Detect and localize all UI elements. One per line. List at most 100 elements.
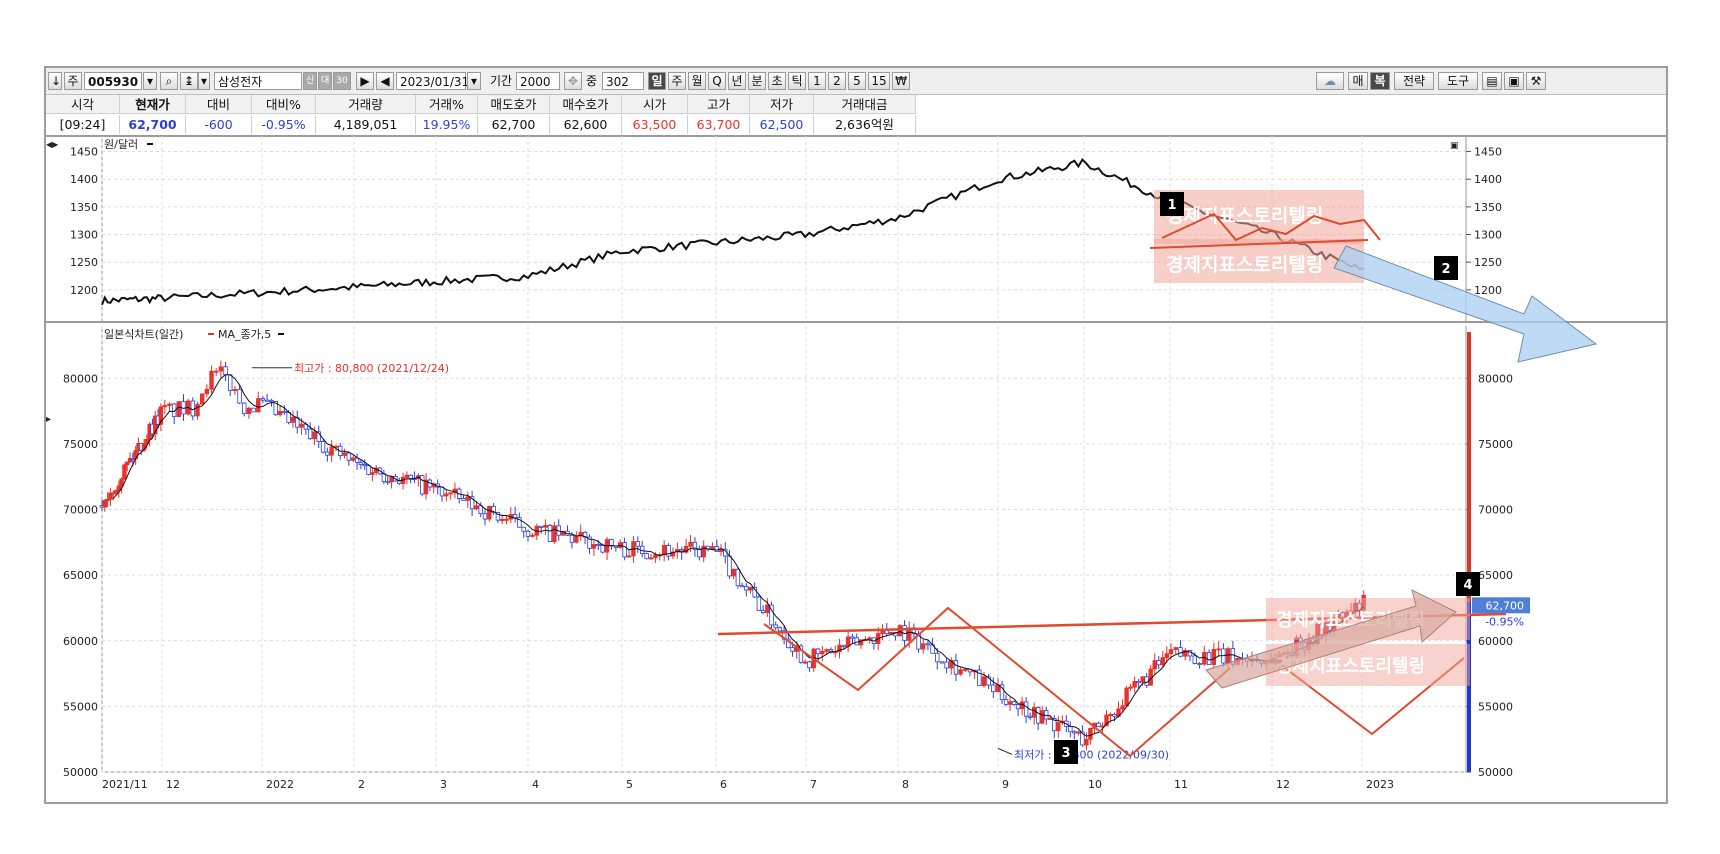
interval-button-1[interactable]: 주	[668, 72, 686, 90]
search-icon[interactable]: ⌕	[160, 72, 178, 90]
interval-button-7[interactable]: 틱	[788, 72, 806, 90]
middle-input[interactable]: 302	[602, 72, 644, 90]
interval-button-11[interactable]: 15	[868, 72, 890, 90]
fx-ytick-left: 1200	[70, 284, 98, 297]
interval-button-3[interactable]: Q	[708, 72, 726, 90]
play-back-icon[interactable]: ◀	[376, 72, 394, 90]
stock-code-input[interactable]: 005930	[84, 72, 142, 90]
candle-body	[773, 624, 778, 629]
price-xtick: 2022	[266, 778, 294, 791]
candle-body	[802, 661, 808, 664]
candle-body	[798, 645, 804, 663]
candle-body	[105, 498, 110, 501]
date-dropdown-icon[interactable]: ▾	[467, 72, 481, 90]
candle-body	[500, 518, 505, 521]
candle-body	[543, 524, 548, 528]
loan-badge[interactable]: 대	[318, 72, 332, 90]
price-xtick: 7	[810, 778, 817, 791]
sort-icon[interactable]: ↨	[180, 72, 198, 90]
price-xtick: 4	[532, 778, 539, 791]
candle-body	[921, 643, 926, 650]
candle-body	[223, 366, 228, 376]
folder-icon[interactable]: ▤	[1482, 72, 1502, 90]
candle-body	[251, 407, 256, 413]
thirty-badge[interactable]: 30	[333, 72, 351, 90]
pattern-line-left	[763, 606, 1231, 758]
candle-body	[362, 464, 367, 467]
sort-dropdown-icon[interactable]: ▾	[198, 72, 210, 90]
top-pattern-line	[1161, 212, 1381, 242]
quote-header-4: 거래량	[316, 95, 416, 114]
price-ytick-left: 65000	[63, 569, 98, 582]
period-input[interactable]: 2000	[516, 72, 560, 90]
interval-button-2[interactable]: 월	[688, 72, 706, 90]
quote-header-1: 현재가	[120, 95, 186, 114]
cloud-icon[interactable]: ☁	[1316, 72, 1344, 90]
candle-body	[122, 464, 127, 480]
interval-button-8[interactable]: 1	[808, 72, 826, 90]
interval-button-9[interactable]: 2	[828, 72, 846, 90]
candle-body	[119, 478, 124, 487]
candle-body	[569, 534, 575, 543]
interval-button-4[interactable]: 년	[728, 72, 746, 90]
annotation-1-label: 1	[1167, 198, 1176, 213]
candle-body	[1225, 648, 1231, 664]
candle-body	[290, 416, 296, 423]
quote-table: 시각 [09:24] 현재가 62,700 대비 -600 대비% -0.95% 거래량 4,18…	[46, 95, 1666, 137]
trade-button[interactable]: 매	[1348, 72, 1368, 90]
quote-value-5: 19.95%	[416, 115, 478, 134]
interval-button-6[interactable]: 초	[768, 72, 786, 90]
fx-title: 원/달러	[104, 138, 138, 151]
breakout-arrow	[1205, 589, 1457, 689]
quote-header-5: 거래%	[416, 95, 478, 114]
stock-type-button[interactable]: 주	[64, 72, 82, 90]
candle-body	[1120, 705, 1125, 710]
candle-body	[246, 407, 252, 415]
period-label: 기간	[490, 74, 513, 88]
tools-button[interactable]: 도구	[1438, 72, 1478, 90]
price-xtick: 12	[1276, 778, 1290, 791]
play-forward-icon[interactable]: ▶	[356, 72, 374, 90]
strategy-button[interactable]: 전략	[1394, 72, 1434, 90]
candle-body	[1040, 710, 1045, 724]
quote-value-6: 62,700	[478, 115, 550, 134]
code-dropdown-icon[interactable]: ▾	[143, 72, 157, 90]
price-down-bar	[1467, 601, 1471, 772]
price-xtick: 5	[626, 778, 633, 791]
candle-body	[320, 441, 326, 453]
date-input[interactable]: 2023/01/31	[396, 72, 469, 90]
interval-button-0[interactable]: 일	[648, 72, 666, 90]
candle-body	[408, 474, 413, 479]
interval-button-5[interactable]: 분	[748, 72, 766, 90]
quote-value-10: 62,500	[750, 115, 814, 134]
candle-body	[525, 530, 531, 537]
candle-body	[596, 544, 601, 547]
wrench-icon[interactable]: ⚒	[1526, 72, 1546, 90]
candle-body	[176, 401, 182, 418]
candle-body	[1031, 707, 1037, 718]
candle-body	[587, 536, 592, 549]
fx-ytick-right: 1400	[1474, 173, 1502, 186]
candle-body	[609, 539, 614, 547]
candle-body	[517, 517, 522, 528]
save-icon[interactable]: ▣	[1504, 72, 1524, 90]
candle-body	[1056, 722, 1061, 732]
down-arrow-button[interactable]: ↓	[48, 72, 62, 90]
price-ytick-left: 75000	[63, 438, 98, 451]
interval-button-10[interactable]: 5	[848, 72, 866, 90]
copy-button[interactable]: 복	[1370, 72, 1390, 90]
candle-body	[769, 604, 774, 626]
price-ytick-right: 70000	[1478, 504, 1513, 517]
move-icon[interactable]: ✥	[564, 72, 582, 90]
candle-body	[461, 498, 466, 501]
candle-body	[1027, 715, 1033, 718]
candle-body	[888, 631, 894, 635]
candle-body	[1068, 725, 1073, 733]
price-ytick-left: 50000	[63, 766, 98, 779]
interval-button-12[interactable]: ₩	[892, 72, 910, 90]
price-ytick-right: 50000	[1478, 766, 1513, 779]
candle-body	[273, 401, 278, 416]
stock-name-field[interactable]: 삼성전자	[214, 72, 302, 90]
candle-body	[939, 661, 945, 664]
new-badge[interactable]: 신	[303, 72, 317, 90]
